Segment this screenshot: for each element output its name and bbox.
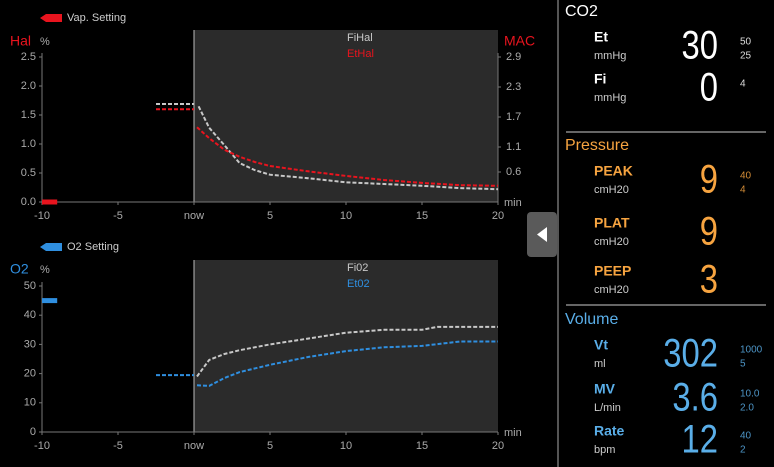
param-label: PEAK — [594, 163, 633, 179]
x-tick-label: 20 — [492, 210, 504, 222]
param-limit: 25 — [740, 51, 752, 62]
param-value: 3 — [700, 256, 718, 301]
y-axis-unit: % — [40, 264, 50, 276]
x-tick-label: now — [184, 440, 204, 452]
x-tick-label: 10 — [340, 440, 352, 452]
y-axis-label: O2 — [10, 261, 29, 277]
param-label: Rate — [594, 423, 625, 439]
param-label: Fi — [594, 71, 606, 87]
series-line — [156, 108, 499, 187]
plot-area — [194, 30, 498, 202]
param-label: PEEP — [594, 263, 631, 279]
param-unit: mmHg — [594, 50, 626, 62]
y2-tick-label: 2.9 — [506, 51, 521, 63]
y-tick-label: 2.5 — [21, 51, 36, 63]
param-limit: 4 — [740, 79, 746, 90]
param-unit: bpm — [594, 444, 615, 456]
y-tick-label: 10 — [24, 397, 36, 409]
x-axis-unit: min — [504, 427, 522, 439]
y-axis-unit: % — [40, 36, 50, 48]
y2-tick-label: 2.3 — [506, 81, 521, 93]
section-title: CO2 — [565, 3, 598, 20]
collapse-arrow — [537, 227, 547, 242]
param-unit: cmH20 — [594, 284, 629, 296]
y-tick-label: 0.0 — [21, 196, 36, 208]
x-axis-unit: min — [504, 197, 522, 209]
param-limit: 10.0 — [740, 389, 760, 400]
param-value: 302 — [663, 330, 718, 375]
y2-tick-label: 0.6 — [506, 166, 521, 178]
setting-icon — [40, 243, 62, 251]
y-tick-label: 50 — [24, 280, 36, 292]
param-limit: 40 — [740, 171, 752, 182]
plot-area — [194, 260, 498, 432]
param-label: Vt — [594, 337, 608, 353]
y-tick-label: 30 — [24, 338, 36, 350]
series-legend: FiHal — [347, 32, 373, 44]
param-value: 30 — [682, 22, 718, 67]
x-tick-label: 15 — [416, 440, 428, 452]
param-limit: 2 — [740, 445, 746, 456]
series-line — [156, 340, 498, 387]
param-unit: ml — [594, 358, 606, 370]
section-title: Pressure — [565, 137, 629, 154]
param-unit: cmH20 — [594, 236, 629, 248]
param-label: MV — [594, 381, 616, 397]
y2-tick-label: 1.7 — [506, 111, 521, 123]
y-tick-label: 0 — [30, 426, 36, 438]
series-line — [196, 325, 498, 378]
y-tick-label: 1.5 — [21, 109, 36, 121]
y-axis-label: Hal — [10, 33, 31, 49]
param-limit: 4 — [740, 185, 746, 196]
param-label: Et — [594, 29, 608, 45]
y2-axis-label: MAC — [504, 33, 535, 49]
param-value: 0 — [700, 64, 718, 109]
series-legend: Fi02 — [347, 262, 368, 274]
y2-tick-label: 1.1 — [506, 141, 521, 153]
series-line — [156, 103, 499, 191]
param-label: PLAT — [594, 215, 630, 231]
param-value: 3.6 — [672, 374, 718, 419]
param-value: 12 — [682, 416, 718, 461]
x-tick-label: -5 — [113, 210, 123, 222]
x-tick-label: 15 — [416, 210, 428, 222]
param-limit: 40 — [740, 431, 752, 442]
series-legend: EtHal — [347, 48, 374, 60]
param-limit: 50 — [740, 37, 752, 48]
y-tick-label: 20 — [24, 368, 36, 380]
param-unit: L/min — [594, 402, 621, 414]
y-tick-label: 2.0 — [21, 80, 36, 92]
param-limit: 1000 — [740, 345, 763, 356]
param-limit: 2.0 — [740, 403, 754, 414]
x-tick-label: -10 — [34, 440, 50, 452]
x-tick-label: 5 — [267, 210, 273, 222]
x-tick-label: 20 — [492, 440, 504, 452]
x-tick-label: 10 — [340, 210, 352, 222]
setting-legend: O2 Setting — [67, 241, 119, 253]
section-title: Volume — [565, 311, 618, 328]
y-tick-label: 40 — [24, 309, 36, 321]
x-tick-label: -5 — [113, 440, 123, 452]
x-tick-label: 5 — [267, 440, 273, 452]
x-tick-label: now — [184, 210, 204, 222]
setting-icon — [40, 14, 62, 22]
series-legend: Et02 — [347, 278, 370, 290]
param-value: 9 — [700, 208, 718, 253]
setting-legend: Vap. Setting — [67, 12, 126, 24]
y-tick-label: 1.0 — [21, 138, 36, 150]
param-unit: cmH20 — [594, 184, 629, 196]
param-value: 9 — [700, 156, 718, 201]
param-unit: mmHg — [594, 92, 626, 104]
param-limit: 5 — [740, 359, 746, 370]
y-tick-label: 0.5 — [21, 167, 36, 179]
x-tick-label: -10 — [34, 210, 50, 222]
